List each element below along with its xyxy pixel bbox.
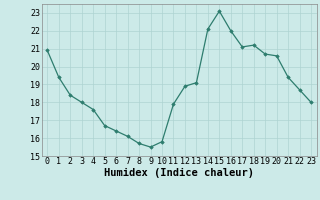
X-axis label: Humidex (Indice chaleur): Humidex (Indice chaleur) [104, 168, 254, 178]
